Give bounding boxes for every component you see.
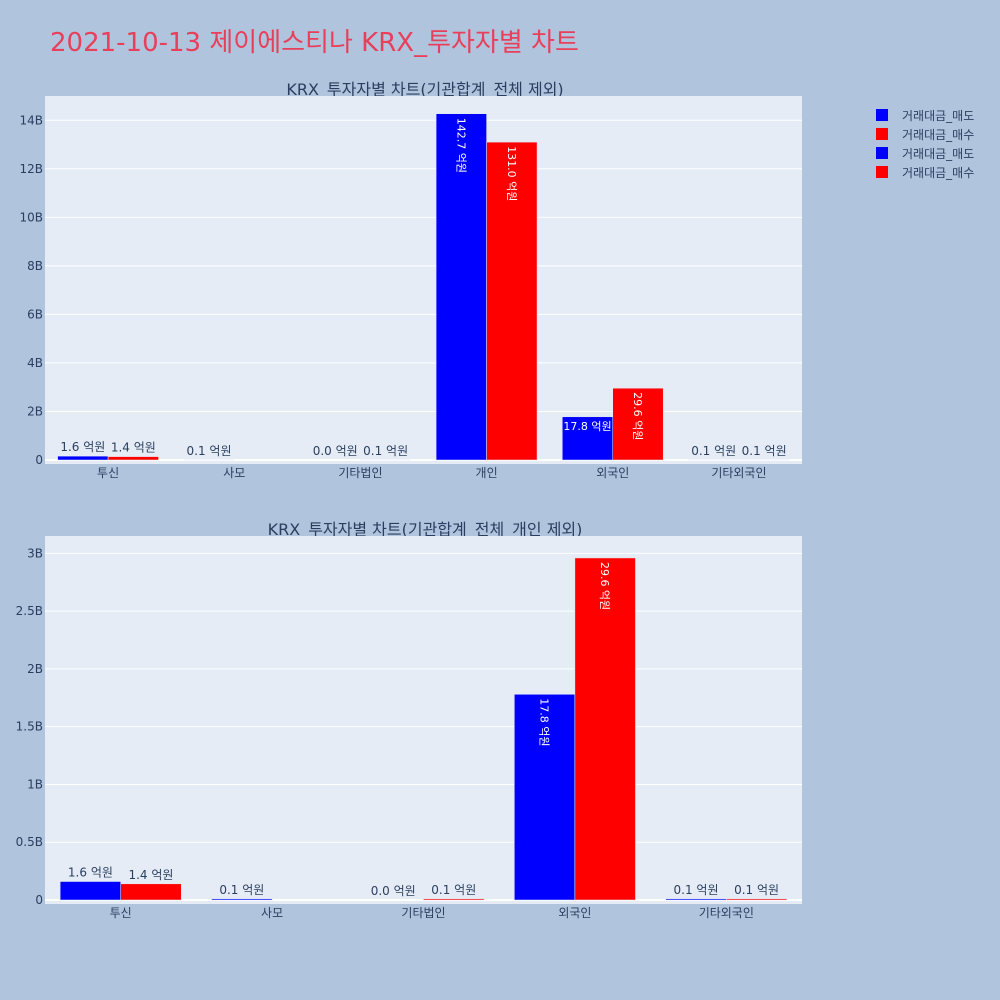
bar[interactable]: [562, 416, 613, 461]
x-tick-label: 기타외국인: [699, 906, 754, 920]
legend-item[interactable]: 거래대금_매수: [876, 128, 974, 142]
bar-label: 0.1 억원: [674, 883, 719, 897]
y-tick-label: 8B: [27, 259, 43, 273]
x-tick-label: 기타법인: [401, 906, 445, 920]
bar[interactable]: [59, 881, 121, 901]
legend-label: 거래대금_매도: [902, 109, 974, 123]
bar[interactable]: [486, 141, 538, 461]
legend-swatch: [876, 109, 888, 121]
bar[interactable]: [574, 557, 636, 901]
bar[interactable]: [665, 898, 727, 901]
legend-label: 거래대금_매수: [902, 128, 974, 142]
bar-label: 0.1 억원: [734, 883, 779, 897]
bar-label: 0.0 억원: [313, 444, 358, 458]
bar-label: 131.0 억원: [505, 146, 518, 201]
y-tick-label: 1B: [27, 777, 43, 791]
y-tick-label: 0: [35, 893, 43, 907]
bar[interactable]: [107, 456, 159, 461]
legend-swatch: [876, 166, 888, 178]
bar-label: 142.7 억원: [454, 118, 467, 173]
x-tick-label: 외국인: [596, 466, 629, 480]
x-tick-label: 투신: [110, 906, 132, 920]
y-tick-label: 2B: [27, 662, 43, 676]
bar-label: 1.6 억원: [60, 440, 105, 454]
y-tick-label: 4B: [27, 356, 43, 370]
bar-label: 0.1 억원: [363, 444, 408, 458]
bar-label: 0.1 억원: [691, 444, 736, 458]
bar-label: 0.1 억원: [219, 883, 264, 897]
chart2-title: KRX_투자자별 차트(기관합계_전체_개인 제외): [268, 520, 583, 540]
y-tick-label: 12B: [19, 162, 43, 176]
chart1-title: KRX_투자자별 차트(기관합계_전체 제외): [286, 80, 563, 100]
x-tick-label: 개인: [476, 466, 498, 480]
bar[interactable]: [514, 694, 576, 901]
legend-item[interactable]: 거래대금_매수: [876, 166, 974, 180]
bar-label: 0.1 억원: [742, 444, 787, 458]
bar-label: 17.8 억원: [538, 698, 551, 746]
y-tick-label: 10B: [19, 210, 43, 224]
bar-label: 0.1 억원: [431, 883, 476, 897]
bar-label: 1.4 억원: [128, 868, 173, 882]
y-tick-label: 2.5B: [16, 604, 43, 618]
bar[interactable]: [120, 883, 182, 901]
bar[interactable]: [211, 898, 273, 901]
y-tick-label: 0: [35, 453, 43, 467]
y-tick-label: 2B: [27, 404, 43, 418]
legend-swatch: [876, 147, 888, 159]
page-title: 2021-10-13 제이에스티나 KRX_투자자별 차트: [50, 28, 579, 58]
x-tick-label: 사모: [261, 906, 283, 920]
bar-label: 1.4 억원: [111, 441, 156, 455]
legend-label: 거래대금_매도: [902, 147, 974, 161]
bar-label: 1.6 억원: [68, 866, 113, 880]
y-tick-label: 14B: [19, 113, 43, 127]
plot-area: [45, 96, 802, 464]
legend-item[interactable]: 거래대금_매도: [876, 147, 974, 161]
bar[interactable]: [435, 113, 487, 461]
bar-label: 17.8 억원: [563, 420, 611, 433]
plot-area: [45, 536, 802, 904]
y-tick-label: 3B: [27, 546, 43, 560]
legend-label: 거래대금_매수: [902, 166, 974, 180]
y-tick-label: 0.5B: [16, 835, 43, 849]
x-tick-label: 사모: [223, 466, 245, 480]
bar[interactable]: [57, 455, 109, 461]
bar[interactable]: [726, 898, 788, 901]
x-tick-label: 기타법인: [338, 466, 382, 480]
legend-swatch: [876, 128, 888, 140]
bar-label: 29.6 억원: [631, 392, 644, 440]
bar[interactable]: [423, 898, 485, 901]
y-tick-label: 1.5B: [16, 720, 43, 734]
bar-label: 0.0 억원: [371, 884, 416, 898]
x-tick-label: 외국인: [558, 906, 591, 920]
y-tick-label: 6B: [27, 307, 43, 321]
bar-label: 0.1 억원: [187, 444, 232, 458]
x-tick-label: 기타외국인: [711, 466, 766, 480]
bar-label: 29.6 억원: [598, 562, 611, 610]
legend-item[interactable]: 거래대금_매도: [876, 109, 974, 123]
x-tick-label: 투신: [97, 466, 119, 480]
bar[interactable]: [612, 387, 664, 461]
